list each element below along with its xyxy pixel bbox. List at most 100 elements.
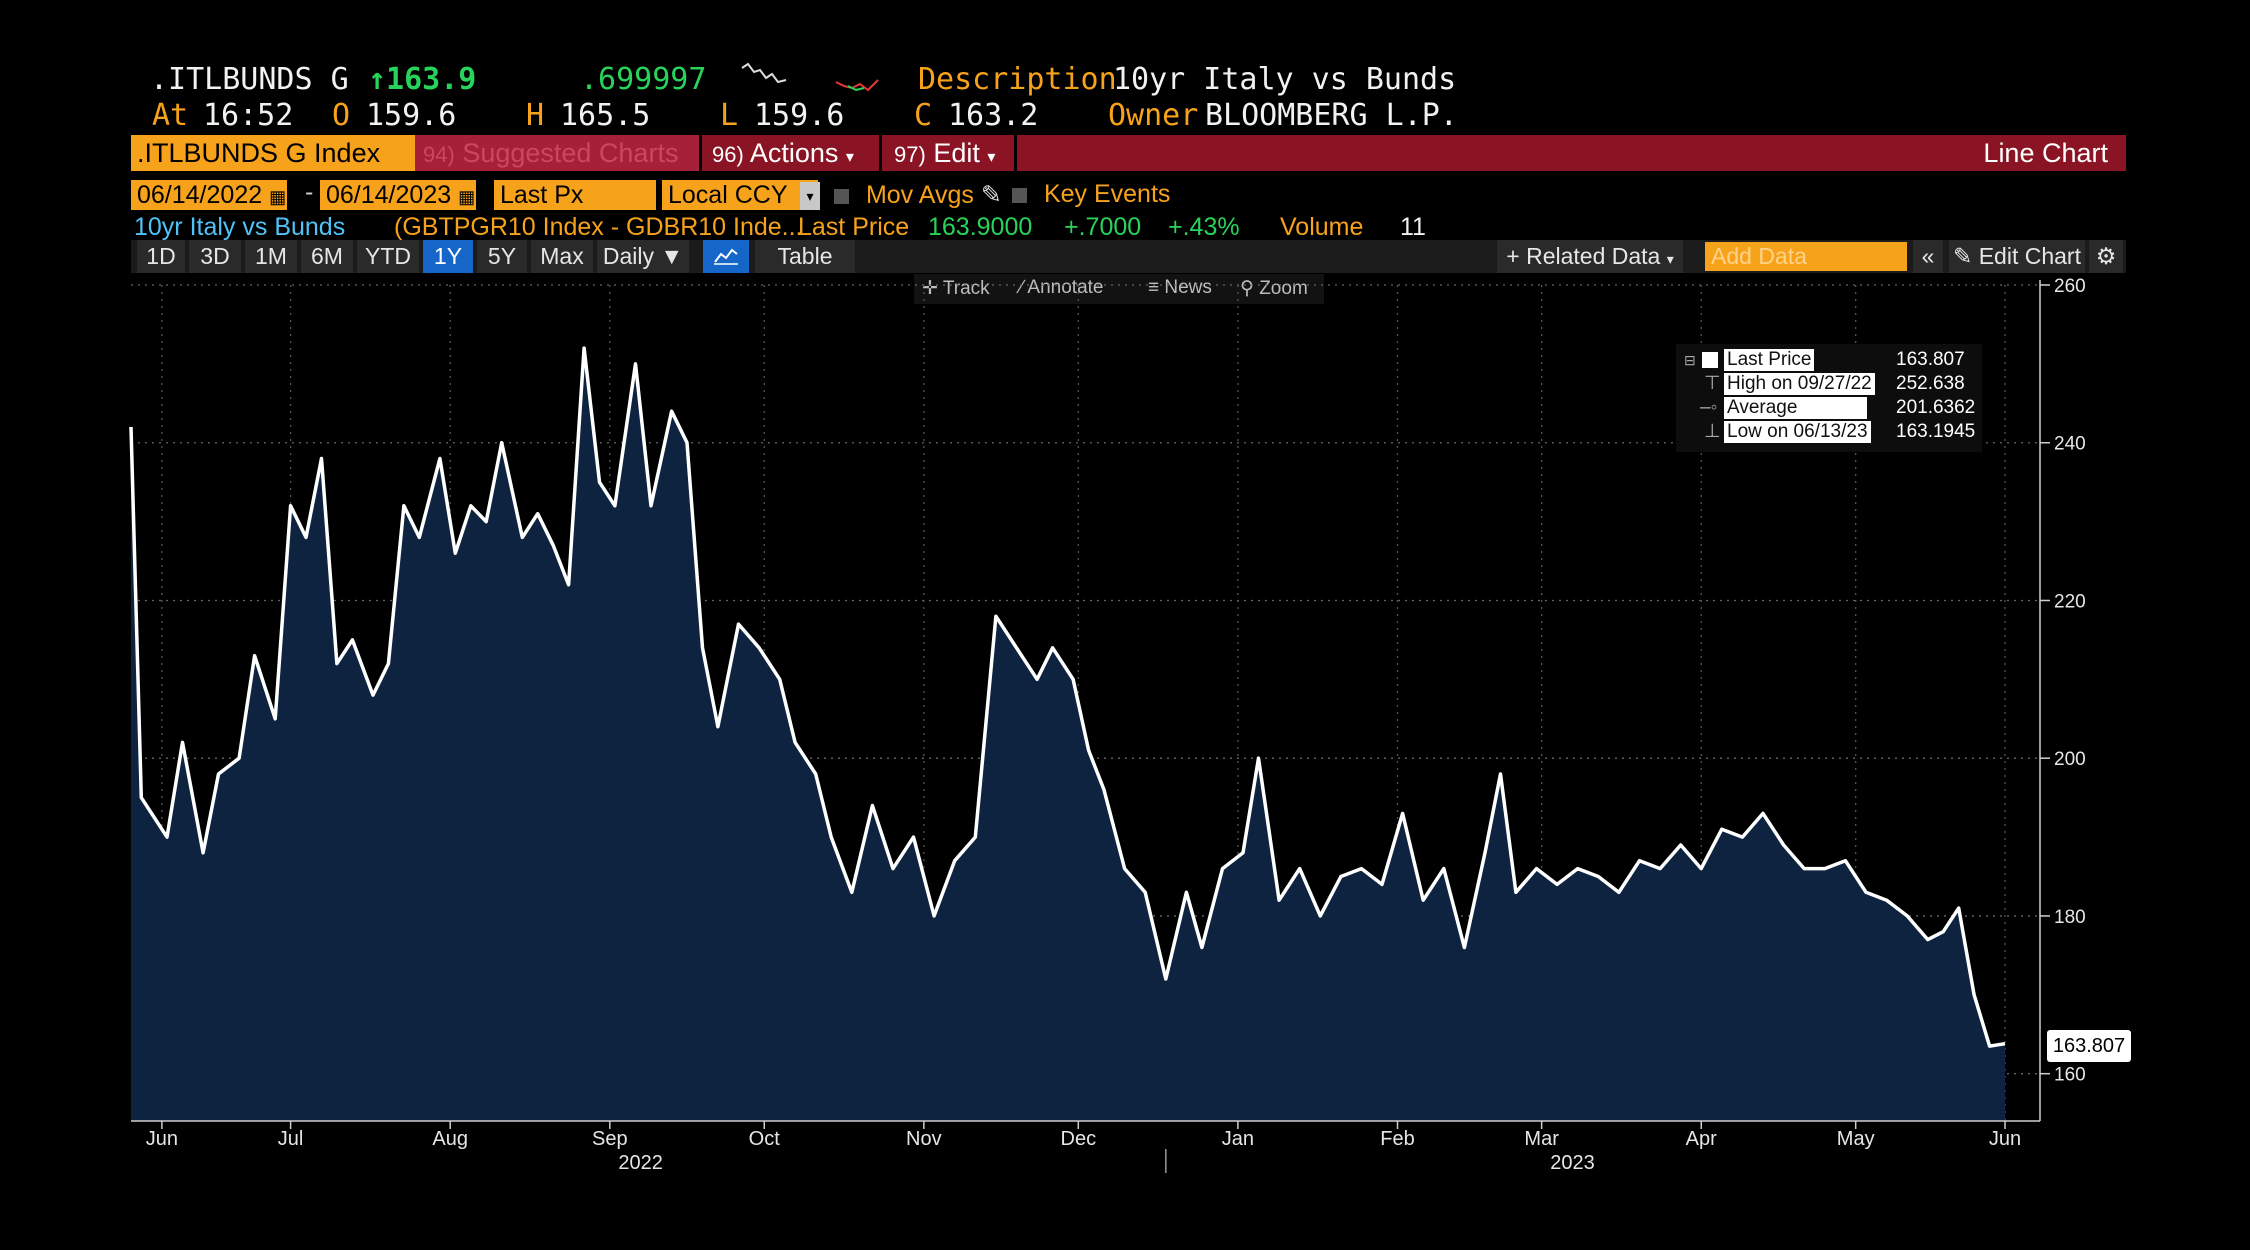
chart-legend: ⊟ Last Price 163.807 ⊤ High on 09/27/22 … — [1676, 344, 1982, 452]
x-tick-label: Jun — [1989, 1128, 2021, 1150]
x-tick-label: Mar — [1524, 1128, 1559, 1150]
last-value-tag: 163.807 — [2047, 1030, 2131, 1062]
volume-value: 11 — [1400, 213, 1426, 241]
key-events-toggle[interactable]: Key Events — [1012, 180, 1170, 209]
track-tool[interactable]: ✛ Track — [922, 277, 990, 300]
pencil-icon[interactable]: ✎ — [980, 181, 1002, 209]
y-tick-label: 160 — [2054, 1065, 2086, 1086]
last-price-label: Last Price — [798, 213, 910, 241]
frequency-select[interactable]: Daily ▼ — [597, 240, 689, 273]
legend-last-label: Last Price — [1724, 349, 1815, 371]
field-select[interactable]: Last Px — [494, 180, 656, 210]
chart-tools — [914, 274, 1324, 304]
key-events-label: Key Events — [1043, 180, 1171, 208]
range-max-button[interactable]: Max — [531, 240, 593, 273]
mov-avgs-label: Mov Avgs — [865, 181, 974, 209]
y-tick-label: 260 — [2054, 276, 2086, 297]
sparkline-trend-icon — [834, 72, 882, 101]
legend-row-last: ⊟ Last Price 163.807 — [1676, 349, 1982, 371]
chevron-down-icon: ▾ — [987, 149, 996, 166]
x-axis-ticks: Jun Jul Aug Sep Oct Nov Dec Jan Feb Mar Apr May Jun 2… — [146, 1121, 2021, 1174]
annotate-tool[interactable]: ∕ Annotate — [1020, 277, 1104, 299]
range-5y-button[interactable]: 5Y — [477, 240, 527, 273]
x-tick-label: Apr — [1686, 1128, 1717, 1150]
chevron-down-icon: ▾ — [845, 149, 854, 166]
y-axis-ticks: 260 240 220 200 180 160 — [2040, 276, 2086, 1086]
pencil-icon: ✎ — [1953, 243, 1973, 269]
x-tick-label: Jun — [146, 1128, 178, 1150]
calendar-icon[interactable]: ▦ — [458, 187, 476, 207]
security-box[interactable]: .ITLBUNDS G Index — [131, 135, 415, 171]
series-info-row: 10yr Italy vs Bunds — [134, 212, 345, 242]
start-date-value: 06/14/2022 — [137, 181, 263, 209]
start-date-input[interactable]: 06/14/2022 ▦ — [131, 180, 287, 210]
zoom-label: Zoom — [1259, 278, 1308, 299]
legend-low-value: 163.1945 — [1896, 421, 1976, 442]
end-date-value: 06/14/2023 — [326, 181, 452, 209]
news-tool[interactable]: ≡ News — [1148, 277, 1212, 299]
date-separator: - — [305, 178, 314, 206]
zoom-icon: ⚲ — [1240, 278, 1254, 299]
y-tick-label: 180 — [2054, 907, 2086, 928]
annotate-icon: ∕ — [1020, 277, 1024, 298]
currency-value: Local CCY — [668, 181, 788, 209]
y-tick-label: 220 — [2054, 591, 2086, 612]
collapse-box-icon[interactable]: ⊟ — [1684, 352, 1696, 368]
x-tick-label: Nov — [906, 1128, 942, 1150]
price-change: .699997 — [580, 62, 707, 97]
range-ytd-button[interactable]: YTD — [357, 240, 419, 273]
chevron-down-icon: ▾ — [1666, 251, 1674, 267]
actions-num: 96) — [712, 142, 744, 167]
track-label: Track — [942, 278, 990, 299]
series-name: 10yr Italy vs Bunds — [134, 213, 346, 241]
y-tick-label: 200 — [2054, 749, 2086, 770]
sparkline-intraday-icon — [740, 60, 790, 95]
line-chart-icon[interactable] — [703, 240, 749, 273]
legend-high-value: 252.638 — [1896, 373, 1965, 394]
owner-label: Owner — [1108, 98, 1199, 133]
range-1y-button[interactable]: 1Y — [423, 240, 473, 273]
legend-average-value: 201.6362 — [1896, 397, 1976, 418]
edit-chart-button[interactable]: ✎ Edit Chart — [1949, 240, 2085, 273]
legend-row-high: ⊤ High on 09/27/22 252.638 — [1676, 373, 1982, 395]
edit-menu[interactable]: 97) Edit ▾ — [879, 135, 1017, 171]
time-value: 16:52 — [203, 98, 294, 133]
mov-avgs-checkbox[interactable] — [834, 188, 849, 204]
edit-label: Edit — [933, 138, 980, 168]
menu-bar: .ITLBUNDS G Index 94) Suggested Charts 9… — [131, 135, 2126, 171]
x-tick-label: Sep — [592, 1128, 628, 1150]
quote-line-1: .ITLBUNDS G — [150, 62, 349, 98]
volume-label: Volume — [1280, 213, 1364, 241]
actions-menu[interactable]: 96) Actions ▾ — [699, 135, 888, 171]
average-marker-icon: –◦ — [1700, 397, 1718, 418]
chevron-down-icon[interactable]: ▾ — [800, 182, 820, 210]
related-data-label: Related Data — [1526, 243, 1661, 269]
gear-icon[interactable]: ⚙ — [2089, 240, 2123, 273]
collapse-icon[interactable]: « — [1913, 240, 1943, 273]
close-value: 163.2 — [948, 98, 1039, 133]
key-events-checkbox[interactable] — [1012, 187, 1027, 203]
legend-row-average: –◦ Average 201.6362 — [1676, 397, 1982, 419]
x-tick-label: Dec — [1061, 1128, 1097, 1150]
description-value: 10yr Italy vs Bunds — [1113, 62, 1457, 97]
plus-icon: + — [1506, 243, 1520, 269]
news-label: News — [1164, 277, 1212, 298]
legend-average-label: Average — [1724, 397, 1868, 419]
actions-label: Actions — [749, 138, 839, 168]
range-toolbar: 1D 3D 1M 6M YTD 1Y 5Y Max Daily ▼ Table … — [131, 240, 2126, 273]
end-date-input[interactable]: 06/14/2023 ▦ — [320, 180, 476, 210]
range-1m-button[interactable]: 1M — [245, 240, 297, 273]
x-tick-label: Jan — [1222, 1128, 1254, 1150]
related-data-button[interactable]: + Related Data ▾ — [1497, 240, 1683, 273]
calendar-icon[interactable]: ▦ — [269, 187, 287, 207]
y-tick-label: 240 — [2054, 434, 2086, 455]
zoom-tool[interactable]: ⚲ Zoom — [1240, 277, 1308, 300]
mov-avgs-toggle[interactable]: Mov Avgs ✎ — [834, 180, 1002, 210]
range-3d-button[interactable]: 3D — [189, 240, 241, 273]
table-button[interactable]: Table — [755, 240, 855, 273]
description-label: Description — [918, 62, 1117, 97]
add-data-input[interactable]: Add Data — [1705, 242, 1907, 271]
range-6m-button[interactable]: 6M — [301, 240, 353, 273]
currency-select[interactable]: Local CCY — [662, 180, 818, 210]
range-1d-button[interactable]: 1D — [137, 240, 185, 273]
